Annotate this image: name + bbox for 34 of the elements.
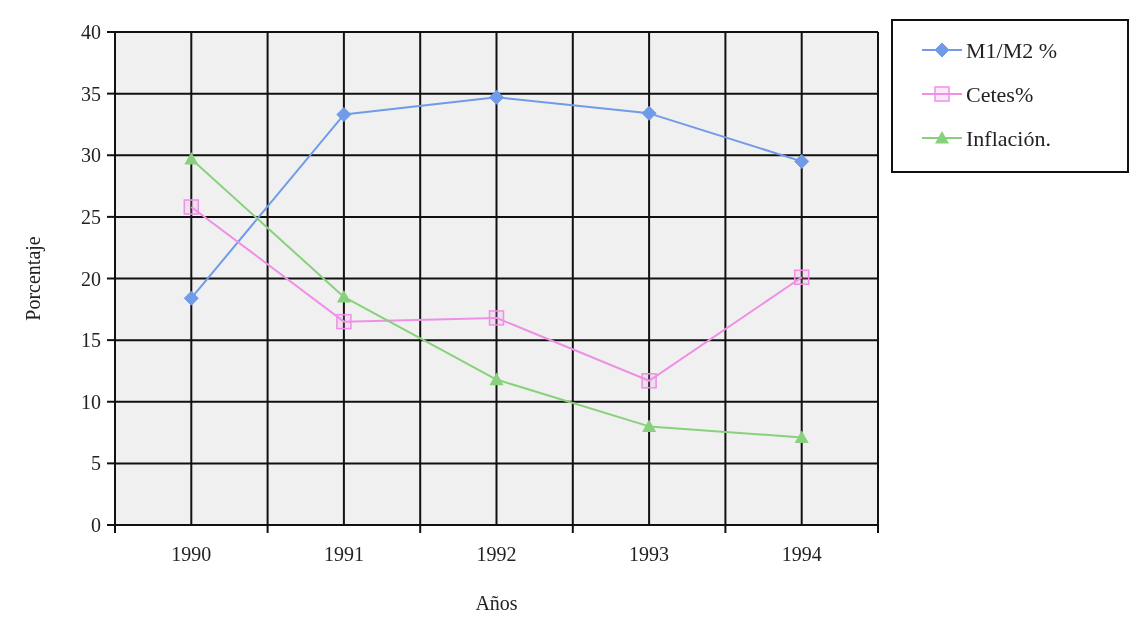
- point: [336, 289, 351, 303]
- point: [183, 290, 199, 306]
- point: [642, 419, 657, 432]
- x-tick-label: 1990: [171, 543, 212, 565]
- point: [183, 199, 200, 215]
- legend-label: M1/M2 %: [966, 37, 1058, 63]
- y-tick-label: 15: [81, 329, 101, 352]
- x-tick-label: 1991: [323, 543, 364, 565]
- y-tick-label: 40: [81, 21, 101, 43]
- point: [641, 105, 657, 121]
- y-tick-label: 35: [81, 82, 101, 105]
- x-tick-label: 1992: [476, 543, 517, 565]
- x-tick-label: 1993: [629, 543, 670, 565]
- point: [489, 89, 504, 105]
- point: [184, 151, 199, 165]
- x-tick-label: 1994: [781, 543, 822, 565]
- point: [336, 107, 352, 123]
- y-tick-label: 5: [91, 452, 101, 475]
- y-tick-label: 10: [81, 390, 101, 413]
- point: [641, 373, 657, 389]
- point: [794, 430, 809, 444]
- y-axis-title: Porcentaje: [22, 236, 45, 321]
- point: [489, 372, 504, 386]
- legend-label: Inflación.: [966, 125, 1051, 151]
- y-tick-label: 0: [91, 514, 101, 536]
- point: [794, 153, 810, 169]
- y-tick-label: 20: [81, 267, 101, 290]
- point: [488, 310, 505, 326]
- y-tick-label: 25: [81, 205, 101, 228]
- point: [793, 269, 810, 286]
- x-axis-title: Años: [475, 592, 518, 614]
- y-tick-label: 30: [81, 144, 101, 167]
- point: [336, 313, 352, 330]
- legend-label: Cetes%: [966, 81, 1034, 107]
